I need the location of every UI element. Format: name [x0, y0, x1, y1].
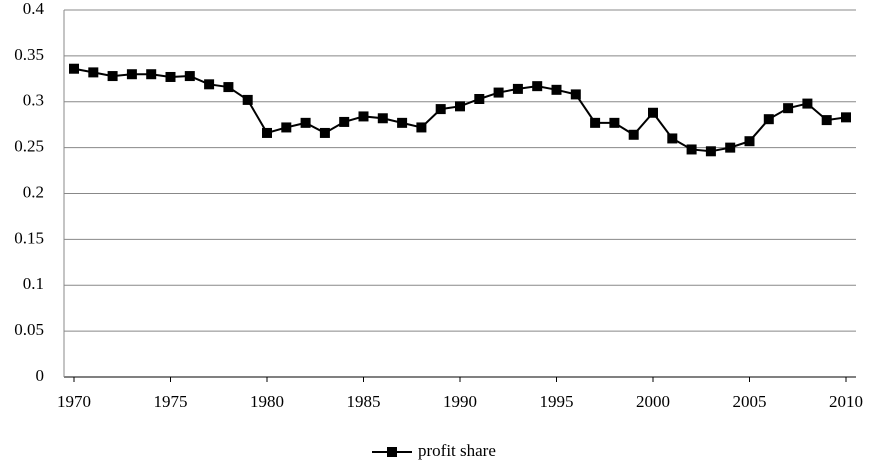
marker	[281, 122, 292, 133]
marker	[107, 71, 118, 82]
marker	[512, 83, 523, 94]
x-tick-label: 1985	[347, 392, 381, 411]
marker	[146, 69, 157, 80]
marker	[455, 101, 465, 112]
marker	[532, 81, 543, 92]
y-tick-label: 0.35	[14, 45, 44, 64]
x-tick-label: 2000	[636, 392, 670, 411]
legend-label: profit share	[418, 441, 496, 460]
marker	[126, 69, 137, 80]
marker	[262, 127, 272, 138]
legend-marker	[387, 447, 397, 457]
marker	[493, 87, 504, 98]
x-tick-label: 2005	[733, 392, 767, 411]
y-tick-label: 0.15	[14, 228, 44, 247]
marker	[705, 146, 716, 157]
y-tick-label: 0.1	[23, 274, 44, 293]
marker	[725, 142, 736, 153]
marker	[686, 144, 697, 155]
y-tick-label: 0.4	[23, 0, 45, 18]
marker	[300, 117, 311, 128]
y-tick-label: 0.25	[14, 137, 44, 156]
marker	[165, 71, 176, 82]
y-tick-label: 0.2	[23, 182, 44, 201]
marker	[648, 107, 658, 118]
x-tick-label: 2010	[829, 392, 863, 411]
marker	[763, 114, 774, 125]
marker	[377, 113, 388, 124]
x-tick-label: 1975	[154, 392, 188, 411]
marker	[204, 79, 215, 90]
marker	[802, 98, 813, 109]
marker	[821, 115, 832, 126]
marker	[319, 127, 330, 138]
marker	[744, 136, 755, 147]
marker	[667, 133, 678, 144]
marker	[783, 103, 794, 114]
marker	[358, 111, 369, 122]
marker	[841, 112, 851, 123]
marker	[69, 63, 79, 74]
marker	[416, 122, 427, 133]
marker	[570, 89, 581, 100]
marker	[590, 117, 601, 128]
marker	[88, 67, 99, 78]
x-tick-label: 1980	[250, 392, 284, 411]
y-tick-label: 0	[36, 366, 45, 385]
y-tick-label: 0.3	[23, 91, 44, 110]
marker	[339, 116, 350, 127]
marker	[628, 129, 639, 140]
marker	[609, 117, 620, 128]
x-tick-label: 1995	[540, 392, 574, 411]
x-tick-label: 1970	[57, 392, 91, 411]
marker	[184, 71, 195, 82]
marker	[242, 94, 253, 105]
marker	[435, 104, 446, 115]
y-tick-label: 0.05	[14, 320, 44, 339]
marker	[474, 93, 485, 104]
marker	[397, 117, 408, 128]
marker	[551, 84, 562, 95]
marker	[223, 82, 234, 93]
x-tick-label: 1990	[443, 392, 477, 411]
